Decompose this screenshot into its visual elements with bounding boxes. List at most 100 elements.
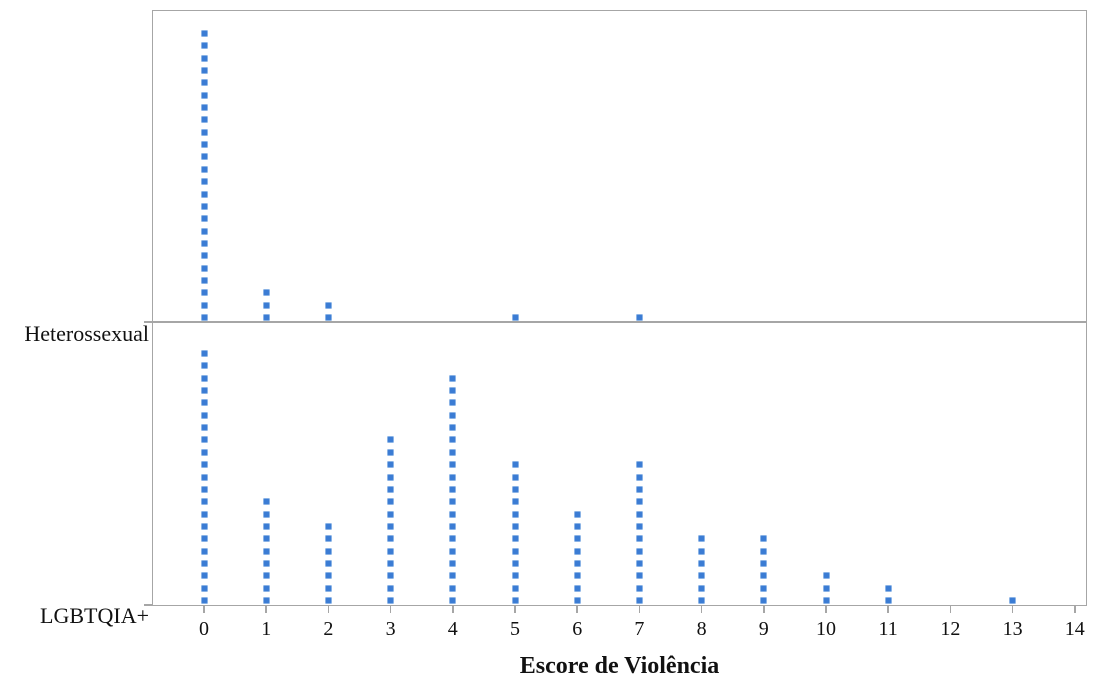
data-dot [884, 584, 892, 592]
data-dot [698, 597, 706, 604]
x-tick-label: 12 [940, 618, 961, 640]
data-dot [200, 448, 208, 456]
data-dot [635, 522, 643, 530]
x-tick-mark [1011, 606, 1014, 613]
data-dot [511, 597, 519, 604]
data-dot [200, 141, 208, 149]
x-tick-mark [514, 606, 516, 613]
data-dot [511, 535, 519, 543]
data-dot [635, 314, 643, 321]
data-dot [387, 522, 395, 530]
data-dot [200, 239, 208, 247]
data-dot [387, 448, 395, 456]
data-dot [698, 547, 706, 555]
data-dot [449, 411, 457, 419]
data-dot [635, 584, 643, 592]
data-dot [573, 547, 581, 555]
data-dot [449, 559, 457, 567]
data-dot [200, 387, 208, 395]
data-dot [387, 461, 395, 469]
data-dot [324, 559, 332, 567]
data-dot [573, 584, 581, 592]
x-tick-label: 11 [878, 618, 898, 640]
data-dot [884, 597, 892, 604]
data-dot [200, 91, 208, 99]
data-dot [200, 584, 208, 592]
data-dot [449, 448, 457, 456]
data-dot [200, 252, 208, 260]
panel-divider-line [152, 321, 1087, 323]
data-dot [262, 597, 270, 604]
data-dot [200, 498, 208, 506]
data-dot [200, 510, 208, 518]
data-dot [635, 473, 643, 481]
data-dot [262, 510, 270, 518]
y-tick-lgbtqia [144, 604, 153, 606]
data-dot [511, 572, 519, 580]
x-tick-mark [825, 606, 827, 613]
data-dot [200, 165, 208, 173]
data-dot [387, 436, 395, 444]
data-dot [822, 584, 830, 592]
data-dot [449, 485, 457, 493]
plot-area [152, 10, 1087, 606]
x-tick-label: 14 [1064, 618, 1085, 640]
x-tick-mark [389, 606, 392, 613]
x-tick-label: 13 [1002, 618, 1023, 640]
data-dot [200, 436, 208, 444]
data-dot [760, 597, 768, 604]
data-dot [200, 424, 208, 432]
data-dot [635, 510, 643, 518]
category-label-lgbtqia: LGBTQIA+ [40, 603, 149, 628]
x-tick-mark [265, 606, 268, 613]
data-dot [511, 498, 519, 506]
data-dot [200, 276, 208, 284]
data-dot [387, 559, 395, 567]
data-dot [449, 424, 457, 432]
data-dot [698, 572, 706, 580]
data-dot [200, 473, 208, 481]
data-dot [200, 128, 208, 136]
data-dot [262, 584, 270, 592]
x-tick-label: 1 [261, 618, 272, 640]
x-tick-mark [1073, 606, 1076, 613]
data-dot [262, 301, 270, 309]
data-dot [387, 572, 395, 580]
data-dot [200, 411, 208, 419]
data-dot [449, 399, 457, 407]
data-dot [698, 584, 706, 592]
data-dot [262, 498, 270, 506]
x-tick-mark [887, 606, 890, 613]
data-dot [511, 485, 519, 493]
data-dot [449, 461, 457, 469]
x-tick-label: 4 [447, 618, 458, 640]
data-dot [449, 547, 457, 555]
x-tick-label: 3 [385, 618, 396, 640]
data-dot [698, 559, 706, 567]
data-dot [324, 597, 332, 604]
data-dot [262, 535, 270, 543]
data-dot [324, 301, 332, 309]
x-tick-label: 8 [696, 618, 707, 640]
data-dot [635, 559, 643, 567]
x-tick-label: 5 [510, 618, 520, 640]
data-dot [200, 374, 208, 382]
data-dot [387, 597, 395, 604]
data-dot [262, 547, 270, 555]
data-dot [635, 485, 643, 493]
data-dot [635, 498, 643, 506]
data-dot [262, 522, 270, 530]
data-dot [324, 535, 332, 543]
data-dot [200, 485, 208, 493]
data-dot [822, 597, 830, 604]
x-tick-mark [700, 606, 703, 613]
x-tick-mark [203, 606, 205, 613]
data-dot [573, 522, 581, 530]
data-dot [511, 314, 519, 321]
data-dot [635, 461, 643, 469]
data-dot [262, 289, 270, 297]
data-dot [200, 178, 208, 186]
data-dot [387, 547, 395, 555]
data-dot [511, 510, 519, 518]
data-dot [760, 584, 768, 592]
